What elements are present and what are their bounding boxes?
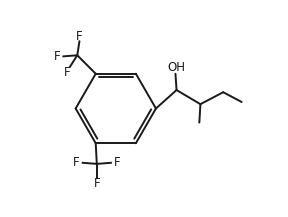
Text: OH: OH — [168, 61, 185, 74]
Text: F: F — [114, 156, 120, 169]
Text: F: F — [94, 177, 100, 190]
Text: F: F — [64, 66, 70, 79]
Text: F: F — [76, 30, 83, 43]
Text: F: F — [73, 156, 80, 169]
Text: F: F — [54, 50, 60, 63]
